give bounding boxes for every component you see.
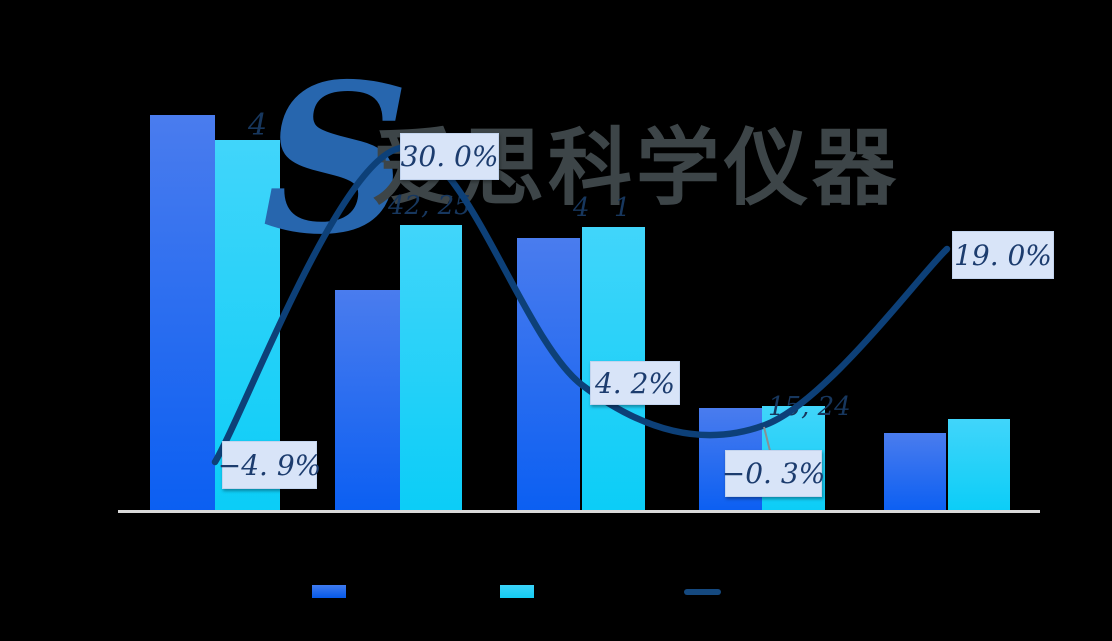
pct-label-group2: 30. 0% — [400, 133, 499, 180]
bar-blue-group2 — [335, 290, 400, 512]
bar-blue-group1 — [150, 115, 215, 512]
bar-value-fragment-group1: 4 — [248, 108, 268, 143]
bar-blue-group5 — [884, 433, 946, 512]
bar-cyan-group5 — [948, 419, 1010, 512]
bar-value-fragment-group3b: 1 — [614, 193, 631, 223]
pct-label-group5: 19. 0% — [952, 231, 1054, 279]
legend-swatch-blue-series — [312, 585, 346, 598]
pct-label-group3: 4. 2% — [590, 361, 680, 405]
bar-value-fragment-group2: 42, 25 — [388, 191, 471, 221]
x-axis-baseline — [118, 510, 1040, 513]
bar-value-fragment-group3a: 4 — [573, 193, 590, 223]
bar-value-fragment-group4: 15, 24 — [768, 392, 851, 422]
pct-label-group4: −0. 3% — [722, 450, 825, 497]
bar-blue-group3 — [517, 238, 580, 512]
legend-swatch-cyan-series — [500, 585, 534, 598]
pct-label-group1: −4. 9% — [218, 441, 321, 489]
legend-swatch-line-series — [684, 589, 721, 595]
